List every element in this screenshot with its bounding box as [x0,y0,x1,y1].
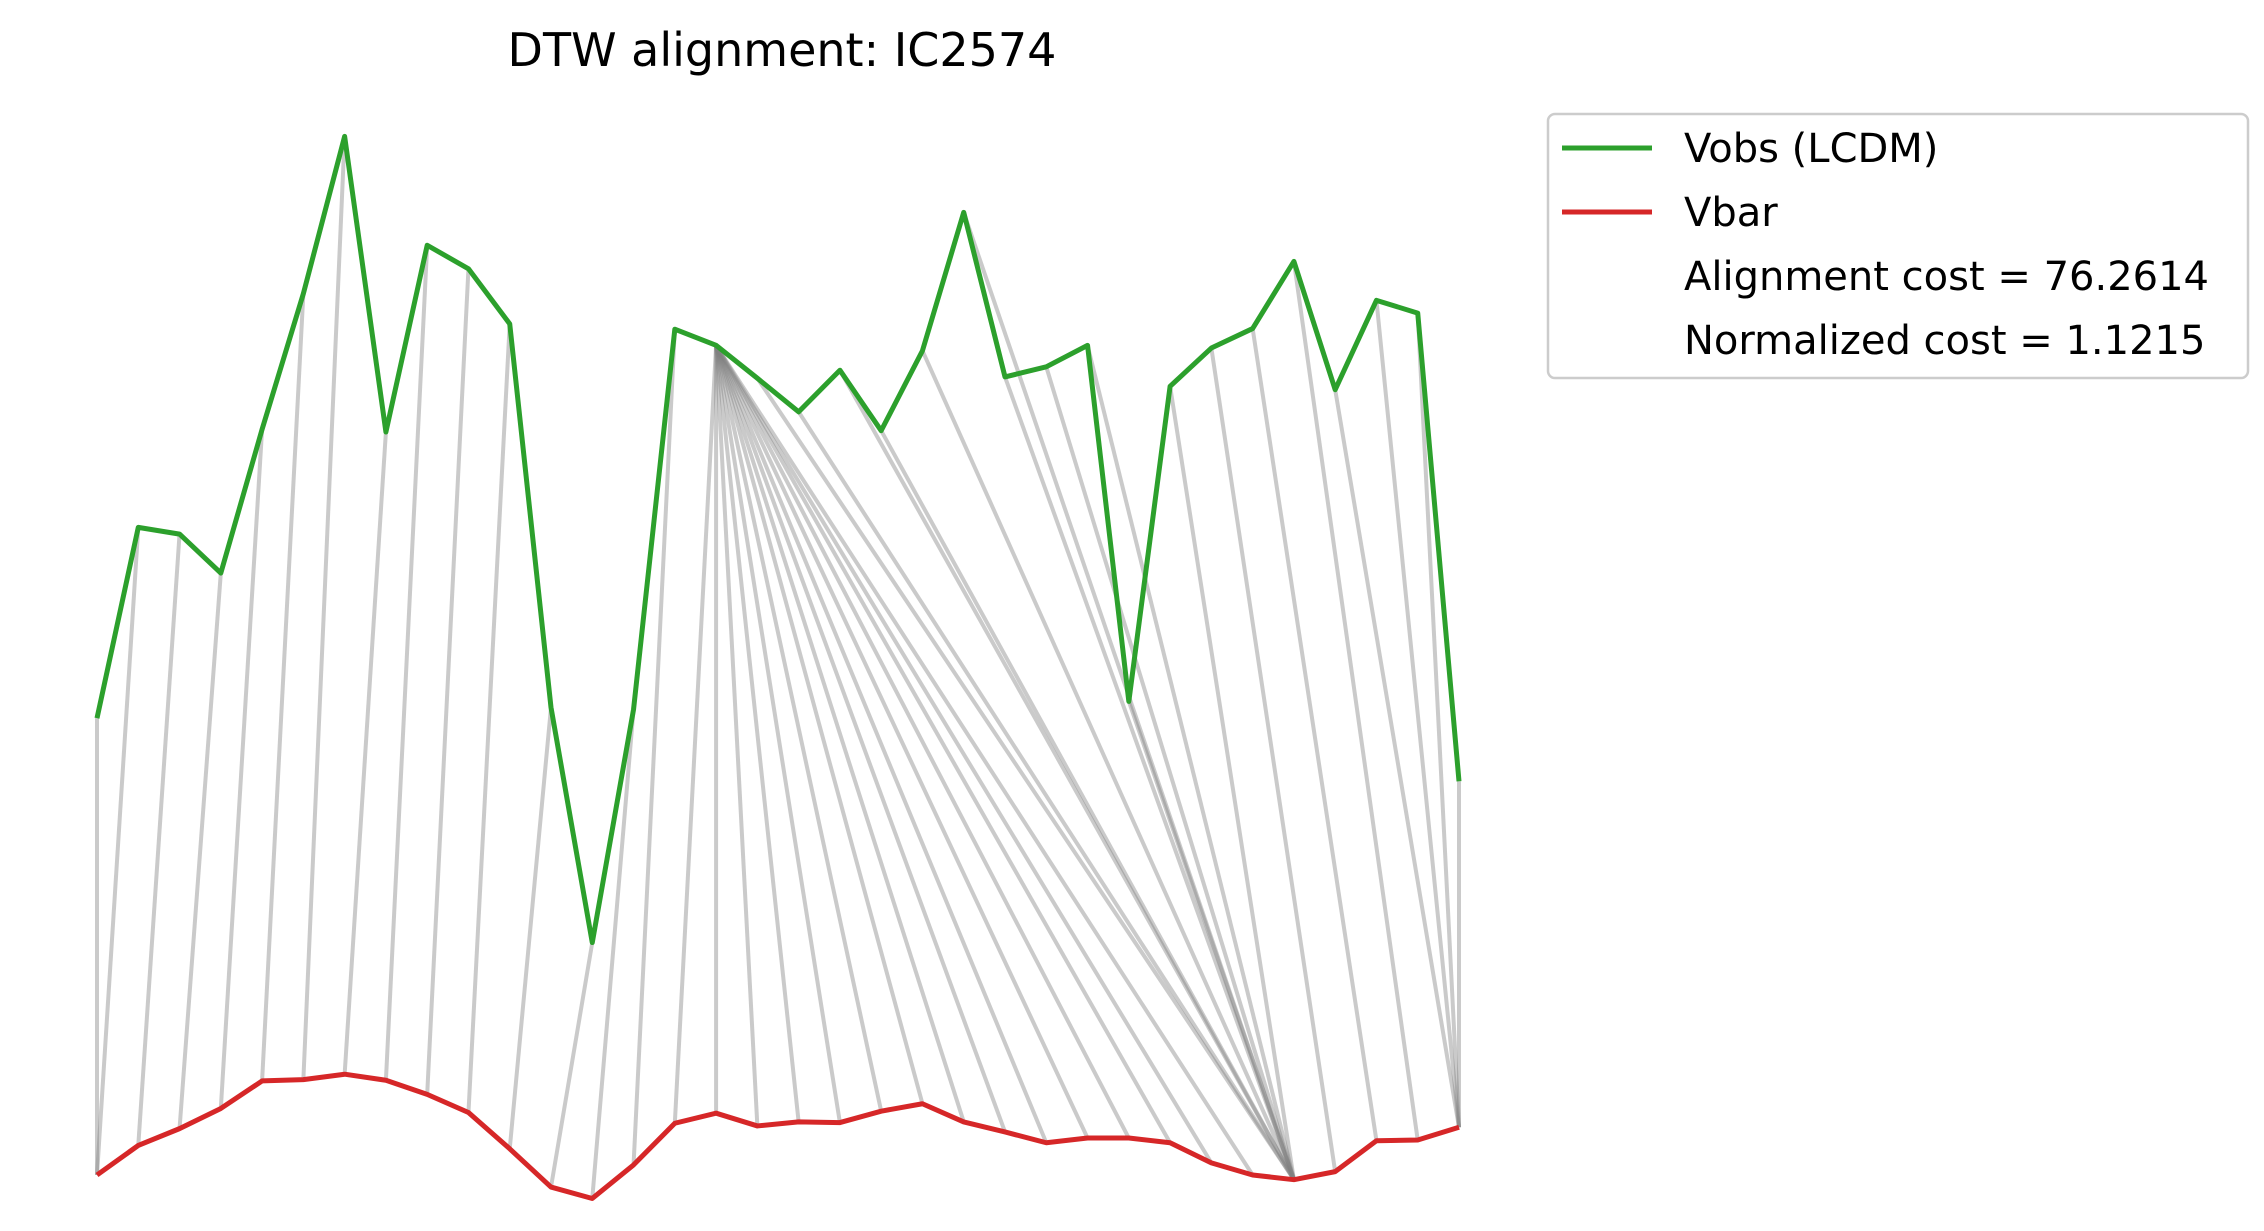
alignment-line [95,527,141,1176]
alignment-line [1168,386,1296,1180]
alignment-line [879,429,1296,1181]
alignment-line [920,349,1296,1181]
alignment-line [425,268,471,1095]
alignment-line [714,344,966,1123]
alignment-line [714,345,842,1123]
alignment-line [549,942,595,1188]
alignment-line [1044,366,1296,1181]
legend-normalized-cost: Normalized cost = 1.1215 [1684,318,2205,364]
alignment-line [342,431,388,1075]
alignment-line [466,323,512,1113]
alignment-line [383,245,430,1081]
alignment-line [1085,344,1296,1181]
alignment-line [177,572,223,1129]
series-lines [94,133,1462,1201]
legend-label-vobs: Vobs (LCDM) [1684,126,1938,172]
chart-title: DTW alignment: IC2574 [508,23,1057,77]
alignment-line [1250,328,1379,1142]
alignment-line [1291,261,1420,1141]
alignment-line [714,344,884,1112]
alignment-lines [95,136,1461,1199]
alignment-line [1003,376,1296,1181]
alignment-line [714,344,1214,1164]
alignment-line [796,410,1296,1181]
alignment-line [1126,700,1296,1181]
alignment-line [136,533,182,1146]
alignment-line [714,344,1007,1133]
alignment-line [1374,300,1461,1128]
alignment-line [838,369,1296,1181]
alignment-line [1333,389,1461,1128]
alignment-line [714,345,760,1127]
alignment-line [714,344,925,1105]
alignment-line [1209,347,1338,1172]
series-line-vobs [94,133,1462,946]
legend-alignment-cost: Alignment cost = 76.2614 [1684,254,2209,300]
alignment-line [260,293,306,1082]
legend-label-vbar: Vbar [1684,190,1778,236]
alignment-line [301,136,347,1080]
alignment-line [714,344,1090,1139]
alignment-line [590,709,636,1199]
alignment-line [1415,313,1461,1128]
alignment-line [507,707,553,1149]
alignment-line [631,329,677,1165]
alignment-line [755,377,1296,1181]
alignment-line [714,344,1255,1177]
alignment-line [714,344,1172,1144]
series-line-vbar [95,1071,1460,1201]
alignment-line [714,345,801,1123]
alignment-line [714,344,1131,1139]
legend: Vobs (LCDM) Vbar Alignment cost = 76.261… [1546,112,2250,380]
legend-frame [1546,112,2250,380]
alignment-line [714,344,1049,1144]
alignment-line [672,345,719,1124]
alignment-line [218,429,265,1109]
